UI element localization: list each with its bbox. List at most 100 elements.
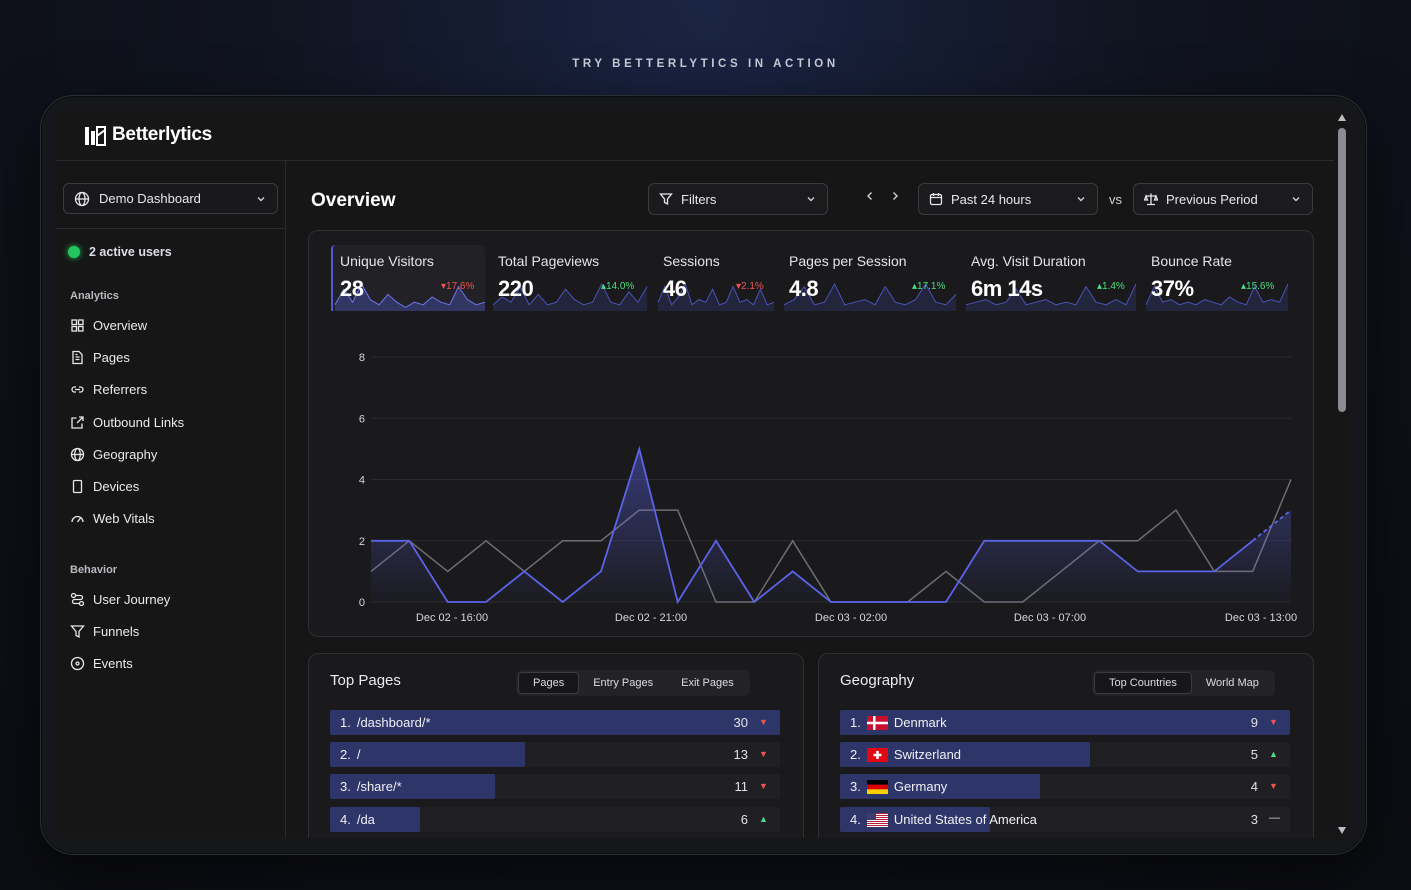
chevron-left-icon xyxy=(867,192,872,200)
trend-up-icon: ▲ xyxy=(1269,749,1278,759)
sidebar-item-user-journey[interactable]: User Journey xyxy=(70,583,170,615)
row-bar xyxy=(840,807,990,832)
row-label: 4. /da xyxy=(340,812,375,827)
chevron-down-icon xyxy=(1077,197,1085,202)
tab-world-map[interactable]: World Map xyxy=(1205,677,1259,689)
row-text: / xyxy=(356,747,361,762)
tab-top-countries[interactable]: Top Countries xyxy=(1094,672,1192,694)
kpi-unique-visitors[interactable]: Unique Visitors 28 ▾17.6% xyxy=(331,245,486,311)
compare-label: Previous Period xyxy=(1166,191,1258,207)
sidebar-item-web-vitals[interactable]: Web Vitals xyxy=(70,503,184,535)
globe-icon xyxy=(74,191,90,206)
sidebar-item-pages[interactable]: Pages xyxy=(70,341,184,373)
chevron-down-icon xyxy=(807,197,815,202)
sidebar-item-referrers[interactable]: Referrers xyxy=(70,374,184,406)
kpi-label: Bounce Rate xyxy=(1151,253,1232,269)
sidebar-item-overview[interactable]: Overview xyxy=(70,309,184,341)
sparkline xyxy=(334,282,486,311)
filters-button[interactable]: Filters xyxy=(648,183,828,215)
active-users: 2 active users xyxy=(68,245,172,259)
de-flag-icon xyxy=(866,779,888,794)
logo-icon xyxy=(84,124,106,146)
divider xyxy=(56,228,286,229)
row-bar xyxy=(330,710,780,735)
trend-down-icon: ▼ xyxy=(1269,781,1278,791)
kpi-total-pageviews[interactable]: Total Pageviews 220 ▴14.0% xyxy=(491,245,649,311)
analytics-nav: Overview Pages Referrers Outbound Links Geog… xyxy=(70,309,184,535)
row-count: 5 xyxy=(1250,747,1258,762)
page-title: Overview xyxy=(311,190,396,211)
list-item[interactable]: 2. / 13 ▼ xyxy=(330,742,780,767)
date-range-select[interactable]: Past 24 hours xyxy=(918,183,1098,215)
sidebar-item-label: Overview xyxy=(93,317,148,333)
dashboard-select-label: Demo Dashboard xyxy=(99,191,201,206)
scale-icon xyxy=(1144,193,1158,206)
scroll-thumb[interactable] xyxy=(1338,128,1346,412)
sidebar: Demo Dashboard 2 active users Analytics … xyxy=(56,161,286,838)
kpi-bounce-rate[interactable]: Bounce Rate 37% ▴15.6% xyxy=(1144,245,1290,311)
logo[interactable]: Betterlytics xyxy=(84,124,212,146)
sidebar-item-label: Events xyxy=(93,656,133,672)
kpi-delta: ▾17.6% xyxy=(441,281,475,292)
next-range-button[interactable] xyxy=(889,189,901,206)
list-item[interactable]: 1. /dashboard/* 30 ▼ xyxy=(330,710,780,735)
file-icon xyxy=(72,350,83,365)
list-item[interactable]: 3. Germany 4 ▼ xyxy=(840,774,1290,799)
scrollbar[interactable] xyxy=(1335,110,1349,838)
x-tick-label: Dec 03 - 07:00 xyxy=(1014,612,1086,624)
tab-pages[interactable]: Pages xyxy=(518,672,580,694)
kpi-sessions[interactable]: Sessions 46 ▾2.1% xyxy=(656,245,776,311)
sparkline xyxy=(783,282,957,311)
sidebar-item-devices[interactable]: Devices xyxy=(70,470,184,502)
y-tick-label: 6 xyxy=(359,413,365,425)
sparkline xyxy=(965,283,1137,311)
sidebar-item-label: Outbound Links xyxy=(93,414,185,430)
row-rank: 3. xyxy=(850,779,861,794)
row-rank: 3. xyxy=(340,779,351,794)
sidebar-item-events[interactable]: Events xyxy=(70,648,170,680)
list-item[interactable]: 4. United States of America 3 — xyxy=(840,807,1290,832)
row-label: 3. Germany xyxy=(850,779,947,794)
app-name: Betterlytics xyxy=(112,124,212,145)
sidebar-item-label: Referrers xyxy=(93,382,148,398)
kpi-value: 6m 14s xyxy=(971,276,1043,301)
chevron-down-icon xyxy=(1292,197,1300,202)
kpi-value: 4.8 xyxy=(789,276,819,301)
dk-flag-icon xyxy=(866,715,888,730)
list-item[interactable]: 2. Switzerland 5 ▲ xyxy=(840,742,1290,767)
y-tick-label: 8 xyxy=(359,352,365,364)
kpi-value: 37% xyxy=(1151,276,1194,301)
compare-select[interactable]: Previous Period xyxy=(1133,183,1313,215)
row-rank: 2. xyxy=(850,747,861,762)
sidebar-item-funnels[interactable]: Funnels xyxy=(70,615,170,647)
grid-icon xyxy=(71,318,84,332)
kpi-avg-visit-duration[interactable]: Avg. Visit Duration 6m 14s ▴1.4% xyxy=(964,245,1138,311)
scroll-up-icon[interactable] xyxy=(1338,114,1346,121)
kpi-pages-per-session[interactable]: Pages per Session 4.8 ▴17.1% xyxy=(782,245,958,311)
list-item[interactable]: 4. /da 6 ▲ xyxy=(330,807,780,832)
overview-chart-card: Unique Visitors 28 ▾17.6% Total Pageviews 22… xyxy=(308,230,1314,637)
kpi-delta: ▾2.1% xyxy=(736,281,764,292)
row-text: Denmark xyxy=(893,715,947,730)
series-line-current xyxy=(371,445,1254,605)
y-tick-label: 2 xyxy=(359,536,365,548)
row-rank: 1. xyxy=(340,715,351,730)
previous-range-button[interactable] xyxy=(864,189,876,206)
series-area xyxy=(371,448,1291,602)
sidebar-item-label: Pages xyxy=(93,349,130,365)
list-item[interactable]: 1. Denmark 9 ▼ xyxy=(840,710,1290,735)
dashboard-select[interactable]: Demo Dashboard xyxy=(63,183,278,214)
y-tick-label: 0 xyxy=(359,597,365,609)
tab-entry-pages[interactable]: Entry Pages xyxy=(593,677,654,689)
list-item[interactable]: 3. /share/* 11 ▼ xyxy=(330,774,780,799)
sidebar-item-outbound-links[interactable]: Outbound Links xyxy=(70,406,184,438)
kpi-label: Unique Visitors xyxy=(340,253,434,269)
sidebar-item-geography[interactable]: Geography xyxy=(70,438,184,470)
row-label: 3. /share/* xyxy=(340,779,402,794)
kpi-label: Avg. Visit Duration xyxy=(971,253,1086,269)
tab-exit-pages[interactable]: Exit Pages xyxy=(681,677,734,689)
series-line-partial xyxy=(1252,509,1292,542)
row-text: /share/* xyxy=(356,779,402,794)
row-bar xyxy=(840,710,1290,735)
scroll-down-icon[interactable] xyxy=(1338,827,1346,834)
